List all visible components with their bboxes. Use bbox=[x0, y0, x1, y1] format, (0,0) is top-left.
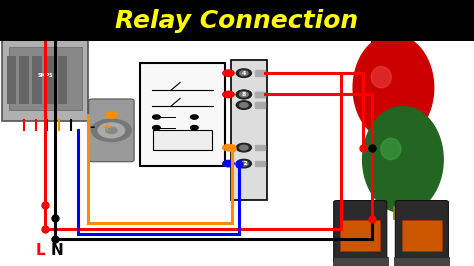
Circle shape bbox=[239, 145, 248, 150]
Circle shape bbox=[223, 144, 234, 151]
Circle shape bbox=[239, 161, 248, 166]
Circle shape bbox=[236, 90, 251, 99]
Bar bbox=[255, 145, 265, 150]
Bar bbox=[255, 102, 265, 108]
Circle shape bbox=[191, 115, 198, 119]
Ellipse shape bbox=[381, 138, 401, 160]
FancyBboxPatch shape bbox=[340, 220, 380, 251]
FancyBboxPatch shape bbox=[402, 220, 442, 251]
FancyBboxPatch shape bbox=[393, 206, 412, 219]
Text: L: L bbox=[36, 243, 45, 257]
Circle shape bbox=[153, 126, 160, 130]
FancyBboxPatch shape bbox=[32, 56, 42, 104]
FancyBboxPatch shape bbox=[140, 63, 225, 166]
Circle shape bbox=[191, 126, 198, 130]
Circle shape bbox=[223, 70, 234, 76]
Ellipse shape bbox=[371, 66, 392, 88]
FancyBboxPatch shape bbox=[231, 60, 267, 200]
Circle shape bbox=[106, 112, 117, 118]
Circle shape bbox=[91, 119, 131, 142]
Circle shape bbox=[236, 159, 251, 168]
Circle shape bbox=[236, 143, 251, 152]
FancyBboxPatch shape bbox=[89, 99, 134, 162]
Circle shape bbox=[239, 92, 248, 97]
FancyBboxPatch shape bbox=[9, 47, 82, 110]
Circle shape bbox=[236, 90, 251, 99]
Circle shape bbox=[153, 115, 160, 119]
Ellipse shape bbox=[363, 106, 443, 213]
FancyBboxPatch shape bbox=[0, 41, 474, 266]
Ellipse shape bbox=[353, 35, 434, 141]
Bar bbox=[255, 161, 265, 166]
Text: N: N bbox=[51, 243, 63, 257]
Text: 4: 4 bbox=[242, 71, 246, 76]
FancyBboxPatch shape bbox=[58, 56, 67, 104]
Circle shape bbox=[223, 160, 234, 167]
Circle shape bbox=[239, 92, 248, 97]
Bar bbox=[255, 92, 265, 97]
Circle shape bbox=[223, 91, 234, 98]
Text: -: - bbox=[90, 121, 95, 134]
FancyBboxPatch shape bbox=[19, 56, 29, 104]
FancyBboxPatch shape bbox=[45, 56, 55, 104]
Bar bbox=[255, 70, 265, 76]
FancyBboxPatch shape bbox=[153, 130, 212, 150]
Circle shape bbox=[236, 69, 251, 77]
FancyBboxPatch shape bbox=[333, 257, 388, 266]
FancyBboxPatch shape bbox=[7, 56, 16, 104]
Text: 8: 8 bbox=[242, 92, 246, 97]
Text: SMPS: SMPS bbox=[37, 73, 53, 78]
FancyBboxPatch shape bbox=[334, 201, 387, 262]
Circle shape bbox=[98, 123, 125, 138]
Circle shape bbox=[239, 71, 248, 76]
Circle shape bbox=[239, 103, 248, 107]
FancyBboxPatch shape bbox=[2, 39, 88, 121]
FancyBboxPatch shape bbox=[395, 201, 448, 262]
Text: Relay Connection: Relay Connection bbox=[116, 9, 358, 33]
FancyBboxPatch shape bbox=[0, 0, 474, 41]
Text: +: + bbox=[101, 121, 112, 134]
FancyBboxPatch shape bbox=[394, 257, 449, 266]
Bar bbox=[255, 92, 265, 97]
Circle shape bbox=[236, 101, 251, 109]
Text: 12: 12 bbox=[239, 161, 248, 166]
FancyBboxPatch shape bbox=[384, 134, 403, 147]
Circle shape bbox=[106, 127, 117, 134]
